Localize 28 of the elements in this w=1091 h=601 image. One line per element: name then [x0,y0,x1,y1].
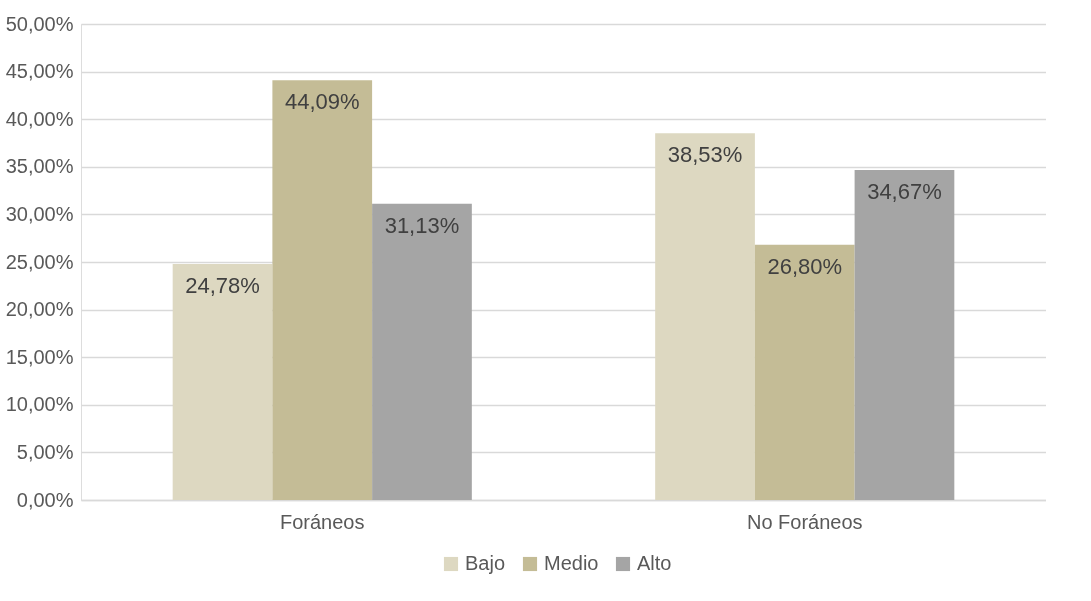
data-label: 38,53% [667,142,743,168]
legend-label: Medio [544,552,599,574]
x-tick-label: No Foráneos [746,510,863,533]
legend-label: Alto [637,552,672,574]
legend-label: Bajo [465,552,506,574]
y-tick-label: 35,00% [5,155,74,178]
data-label: 24,78% [185,273,260,299]
y-tick-label: 50,00% [5,12,74,35]
data-label: 34,67% [867,178,942,204]
y-tick-label: 30,00% [5,202,74,225]
y-tick-label: 5,00% [16,440,74,463]
y-tick-label: 10,00% [5,393,74,416]
y-tick-label: 40,00% [5,107,74,130]
data-label: 31,13% [384,212,460,238]
bar [655,133,755,500]
y-tick-label: 25,00% [5,250,74,273]
data-label: 44,09% [284,89,360,115]
bar [172,264,273,500]
bar [372,203,472,500]
y-tick-label: 15,00% [5,345,74,368]
bar [272,80,373,500]
y-tick-label: 20,00% [5,298,74,321]
x-tick-label: Foráneos [280,510,365,533]
bar [754,244,855,500]
y-tick-label: 45,00% [5,60,74,83]
data-label: 26,80% [767,253,843,279]
y-tick-label: 0,00% [16,488,74,511]
bar [854,169,955,500]
